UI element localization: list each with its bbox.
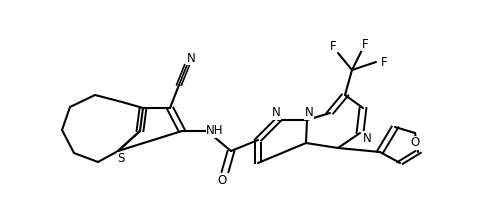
Text: NH: NH (206, 125, 224, 137)
Text: N: N (363, 131, 371, 145)
Text: F: F (330, 41, 336, 53)
Text: F: F (381, 57, 387, 69)
Text: N: N (187, 52, 196, 64)
Text: O: O (411, 136, 419, 150)
Text: O: O (218, 173, 226, 187)
Text: N: N (305, 106, 314, 120)
Text: F: F (362, 37, 368, 51)
Text: N: N (271, 106, 280, 120)
Text: S: S (117, 152, 124, 166)
